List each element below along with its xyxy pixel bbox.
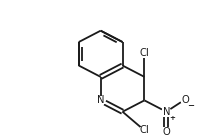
- FancyBboxPatch shape: [162, 108, 170, 116]
- Text: +: +: [170, 115, 175, 121]
- FancyBboxPatch shape: [181, 96, 189, 103]
- FancyBboxPatch shape: [163, 128, 170, 136]
- FancyBboxPatch shape: [140, 127, 149, 134]
- FancyBboxPatch shape: [97, 97, 105, 104]
- Text: −: −: [187, 101, 194, 110]
- Text: O: O: [162, 127, 170, 137]
- FancyBboxPatch shape: [140, 49, 149, 57]
- Text: Cl: Cl: [140, 125, 149, 135]
- Text: N: N: [97, 95, 104, 105]
- Text: N: N: [163, 107, 170, 117]
- Text: Cl: Cl: [140, 48, 149, 58]
- Text: O: O: [181, 95, 189, 105]
